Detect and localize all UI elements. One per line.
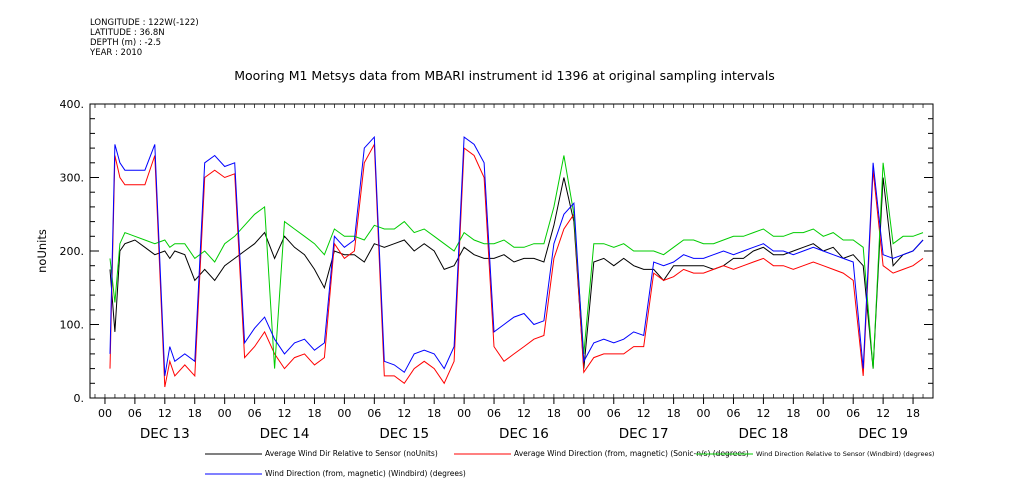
series-line-4 (109, 135, 924, 376)
x-tick-label: 18 (188, 407, 202, 420)
y-axis-label: noUnits (35, 229, 49, 273)
y-tick-label: 100. (60, 319, 85, 332)
x-tick-label: 00 (457, 407, 471, 420)
x-tick-label: 12 (756, 407, 770, 420)
legend-label-1: Average Wind Dir Relative to Sensor (noU… (265, 449, 438, 458)
x-day-label: DEC 13 (140, 426, 190, 442)
x-tick-label: 18 (667, 407, 681, 420)
x-tick-label: 12 (637, 407, 651, 420)
x-tick-label: 06 (487, 407, 501, 420)
x-day-label: DEC 18 (738, 426, 788, 442)
y-tick-label: 300. (60, 172, 85, 185)
longitude-text: LONGITUDE : 122W(-122) (90, 18, 199, 28)
depth-text: DEPTH (m) : -2.5 (90, 38, 162, 48)
legend-label-2: Average Wind Direction (from, magnetic) … (514, 449, 749, 458)
x-day-label: DEC 19 (858, 426, 908, 442)
x-day-label: DEC 14 (260, 426, 310, 442)
y-tick-label: 400. (60, 98, 85, 111)
x-tick-label: 12 (876, 407, 890, 420)
x-tick-label: 06 (367, 407, 381, 420)
x-tick-label: 12 (397, 407, 411, 420)
x-tick-label: 06 (846, 407, 860, 420)
x-tick-label: 18 (906, 407, 920, 420)
x-tick-label: 18 (547, 407, 561, 420)
x-tick-label: 12 (158, 407, 172, 420)
legend-label-4: Wind Direction (from, magnetic) (Windbir… (265, 469, 466, 478)
y-tick-label: 0. (74, 392, 85, 405)
x-day-label: DEC 16 (499, 426, 549, 442)
x-tick-label: 00 (816, 407, 830, 420)
x-day-label: DEC 17 (619, 426, 669, 442)
y-tick-label: 200. (60, 245, 85, 258)
series-line-3 (109, 155, 924, 369)
x-tick-label: 12 (278, 407, 292, 420)
x-tick-label: 12 (517, 407, 531, 420)
metadata-block: LONGITUDE : 122W(-122) LATITUDE : 36.8N … (90, 18, 199, 58)
x-tick-label: 18 (786, 407, 800, 420)
x-tick-label: 06 (128, 407, 142, 420)
series-line-1 (109, 177, 924, 369)
plot-frame (89, 103, 934, 399)
legend-label-3: Wind Direction Relative to Sensor (Windb… (756, 450, 934, 458)
year-text: YEAR : 2010 (90, 48, 143, 58)
x-tick-label: 00 (337, 407, 351, 420)
x-tick-label: 00 (577, 407, 591, 420)
x-tick-label: 06 (607, 407, 621, 420)
latitude-text: LATITUDE : 36.8N (90, 28, 165, 38)
x-tick-label: 18 (427, 407, 441, 420)
chart-title: Mooring M1 Metsys data from MBARI instru… (234, 68, 775, 83)
x-tick-label: 06 (248, 407, 262, 420)
series-line-2 (109, 142, 924, 388)
x-tick-label: 00 (98, 407, 112, 420)
x-tick-label: 06 (726, 407, 740, 420)
x-tick-label: 18 (307, 407, 321, 420)
x-tick-label: 00 (218, 407, 232, 420)
x-day-label: DEC 15 (379, 426, 429, 442)
x-tick-label: 00 (697, 407, 711, 420)
